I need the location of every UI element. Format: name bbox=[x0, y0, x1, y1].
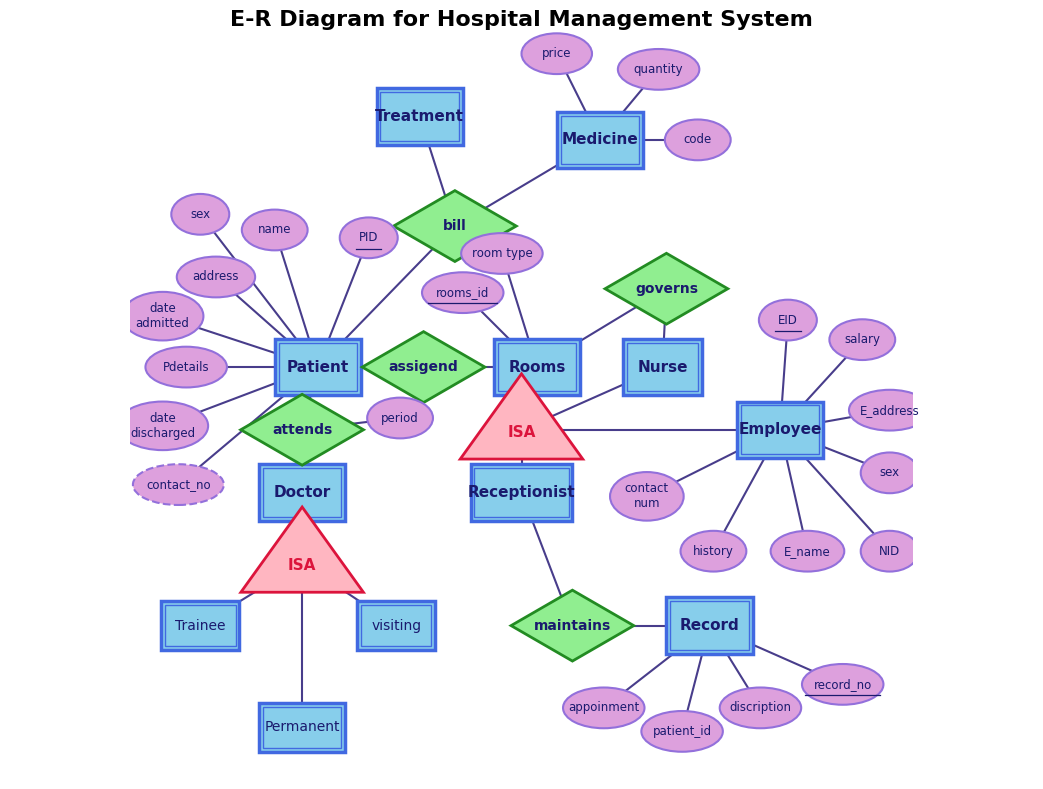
FancyBboxPatch shape bbox=[274, 338, 361, 395]
Ellipse shape bbox=[522, 33, 592, 74]
FancyBboxPatch shape bbox=[666, 597, 753, 654]
Text: date
discharged: date discharged bbox=[130, 412, 195, 439]
FancyBboxPatch shape bbox=[624, 338, 702, 395]
Ellipse shape bbox=[860, 452, 919, 493]
Polygon shape bbox=[511, 590, 634, 661]
Polygon shape bbox=[605, 253, 728, 324]
Text: name: name bbox=[258, 223, 291, 237]
Text: appoinment: appoinment bbox=[568, 701, 639, 714]
Ellipse shape bbox=[117, 402, 209, 451]
Text: attends: attends bbox=[272, 423, 333, 437]
Text: Pdetails: Pdetails bbox=[163, 361, 210, 373]
FancyBboxPatch shape bbox=[259, 703, 345, 752]
Text: quantity: quantity bbox=[634, 63, 683, 76]
Ellipse shape bbox=[860, 531, 919, 571]
Text: assigend: assigend bbox=[389, 360, 459, 374]
Text: Patient: Patient bbox=[287, 360, 349, 375]
Ellipse shape bbox=[122, 292, 203, 340]
Text: maintains: maintains bbox=[534, 619, 611, 633]
Ellipse shape bbox=[617, 49, 700, 90]
Text: Employee: Employee bbox=[738, 422, 822, 437]
Text: ISA: ISA bbox=[288, 558, 316, 573]
Text: NID: NID bbox=[879, 544, 900, 558]
Ellipse shape bbox=[367, 398, 433, 439]
Text: E_name: E_name bbox=[784, 544, 831, 558]
Text: code: code bbox=[683, 133, 712, 147]
Ellipse shape bbox=[771, 531, 844, 571]
Text: ISA: ISA bbox=[507, 425, 536, 440]
Text: Rooms: Rooms bbox=[509, 360, 566, 375]
Polygon shape bbox=[362, 331, 485, 402]
Ellipse shape bbox=[720, 687, 801, 728]
Text: contact_no: contact_no bbox=[146, 478, 211, 491]
Text: Receptionist: Receptionist bbox=[467, 485, 576, 500]
FancyBboxPatch shape bbox=[737, 402, 823, 458]
Polygon shape bbox=[393, 191, 516, 261]
Text: price: price bbox=[542, 47, 572, 60]
Text: E_address: E_address bbox=[859, 404, 920, 417]
Text: room type: room type bbox=[471, 247, 532, 260]
FancyBboxPatch shape bbox=[494, 338, 580, 395]
Text: sex: sex bbox=[190, 208, 211, 221]
Ellipse shape bbox=[610, 472, 683, 521]
FancyBboxPatch shape bbox=[161, 601, 240, 650]
FancyBboxPatch shape bbox=[259, 464, 345, 521]
Ellipse shape bbox=[759, 300, 817, 340]
Text: Permanent: Permanent bbox=[264, 720, 340, 735]
Ellipse shape bbox=[849, 390, 930, 431]
FancyBboxPatch shape bbox=[557, 112, 642, 168]
Text: period: period bbox=[381, 412, 419, 424]
Text: Doctor: Doctor bbox=[273, 485, 331, 500]
Text: Medicine: Medicine bbox=[561, 133, 638, 148]
Polygon shape bbox=[241, 507, 363, 593]
Text: Record: Record bbox=[680, 618, 739, 633]
Text: PID: PID bbox=[359, 231, 379, 245]
Ellipse shape bbox=[680, 531, 747, 571]
Polygon shape bbox=[241, 394, 363, 466]
Text: visiting: visiting bbox=[371, 619, 421, 633]
Text: patient_id: patient_id bbox=[653, 725, 711, 738]
Text: date
admitted: date admitted bbox=[136, 302, 190, 330]
Text: record_no: record_no bbox=[814, 678, 872, 691]
Text: contact
num: contact num bbox=[625, 482, 669, 510]
Ellipse shape bbox=[802, 664, 883, 705]
Ellipse shape bbox=[132, 464, 224, 505]
Ellipse shape bbox=[145, 346, 227, 387]
Text: discription: discription bbox=[729, 701, 792, 714]
Ellipse shape bbox=[829, 320, 895, 360]
Text: bill: bill bbox=[443, 219, 467, 233]
Polygon shape bbox=[460, 374, 583, 459]
FancyBboxPatch shape bbox=[357, 601, 435, 650]
Text: Treatment: Treatment bbox=[375, 109, 464, 124]
Text: EID: EID bbox=[778, 313, 798, 327]
Ellipse shape bbox=[340, 218, 397, 258]
Text: Trainee: Trainee bbox=[175, 619, 225, 633]
Text: rooms_id: rooms_id bbox=[436, 286, 489, 299]
Ellipse shape bbox=[176, 256, 256, 297]
Text: salary: salary bbox=[844, 333, 880, 346]
Ellipse shape bbox=[242, 210, 308, 250]
Text: governs: governs bbox=[635, 282, 698, 296]
Text: Nurse: Nurse bbox=[637, 360, 687, 375]
Ellipse shape bbox=[171, 194, 229, 234]
Text: E-R Diagram for Hospital Management System: E-R Diagram for Hospital Management Syst… bbox=[231, 10, 812, 30]
Ellipse shape bbox=[461, 233, 542, 274]
Text: sex: sex bbox=[879, 466, 900, 480]
FancyBboxPatch shape bbox=[377, 88, 463, 144]
Ellipse shape bbox=[422, 272, 504, 313]
Ellipse shape bbox=[664, 119, 731, 160]
FancyBboxPatch shape bbox=[470, 464, 573, 521]
Text: history: history bbox=[693, 544, 734, 558]
Ellipse shape bbox=[563, 687, 645, 728]
Text: address: address bbox=[193, 271, 239, 283]
Ellipse shape bbox=[641, 711, 723, 752]
